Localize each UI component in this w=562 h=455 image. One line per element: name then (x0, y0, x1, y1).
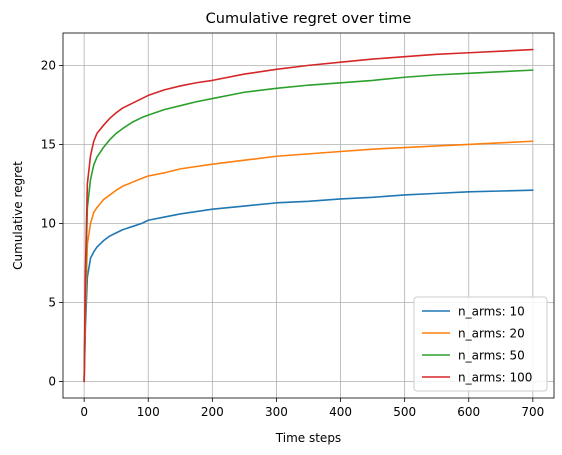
chart-title: Cumulative regret over time (206, 11, 412, 27)
x-axis-title: Time steps (275, 431, 341, 445)
x-tick-label: 500 (393, 405, 416, 419)
y-tick-label: 15 (41, 138, 56, 152)
y-tick-label: 20 (41, 59, 56, 73)
legend: n_arms: 10 n_arms: 20 n_arms: 50 n_arms: 10… (414, 297, 547, 391)
legend-label: n_arms: 10 (458, 304, 525, 318)
x-tick-label: 100 (137, 405, 160, 419)
y-axis-ticks: 0 5 10 15 20 (41, 59, 63, 389)
x-axis-ticks: 0 100 200 300 400 500 600 700 (80, 398, 544, 419)
y-tick-label: 10 (41, 217, 56, 231)
y-tick-label: 0 (48, 375, 56, 389)
x-tick-label: 400 (329, 405, 352, 419)
legend-label: n_arms: 50 (458, 348, 525, 362)
x-tick-label: 700 (521, 405, 544, 419)
x-tick-label: 0 (80, 405, 88, 419)
x-tick-label: 200 (201, 405, 224, 419)
y-axis-title: Cumulative regret (11, 161, 25, 270)
x-tick-label: 600 (457, 405, 480, 419)
x-tick-label: 300 (265, 405, 288, 419)
y-tick-label: 5 (48, 296, 56, 310)
legend-label: n_arms: 100 (458, 370, 532, 384)
legend-label: n_arms: 20 (458, 326, 525, 340)
